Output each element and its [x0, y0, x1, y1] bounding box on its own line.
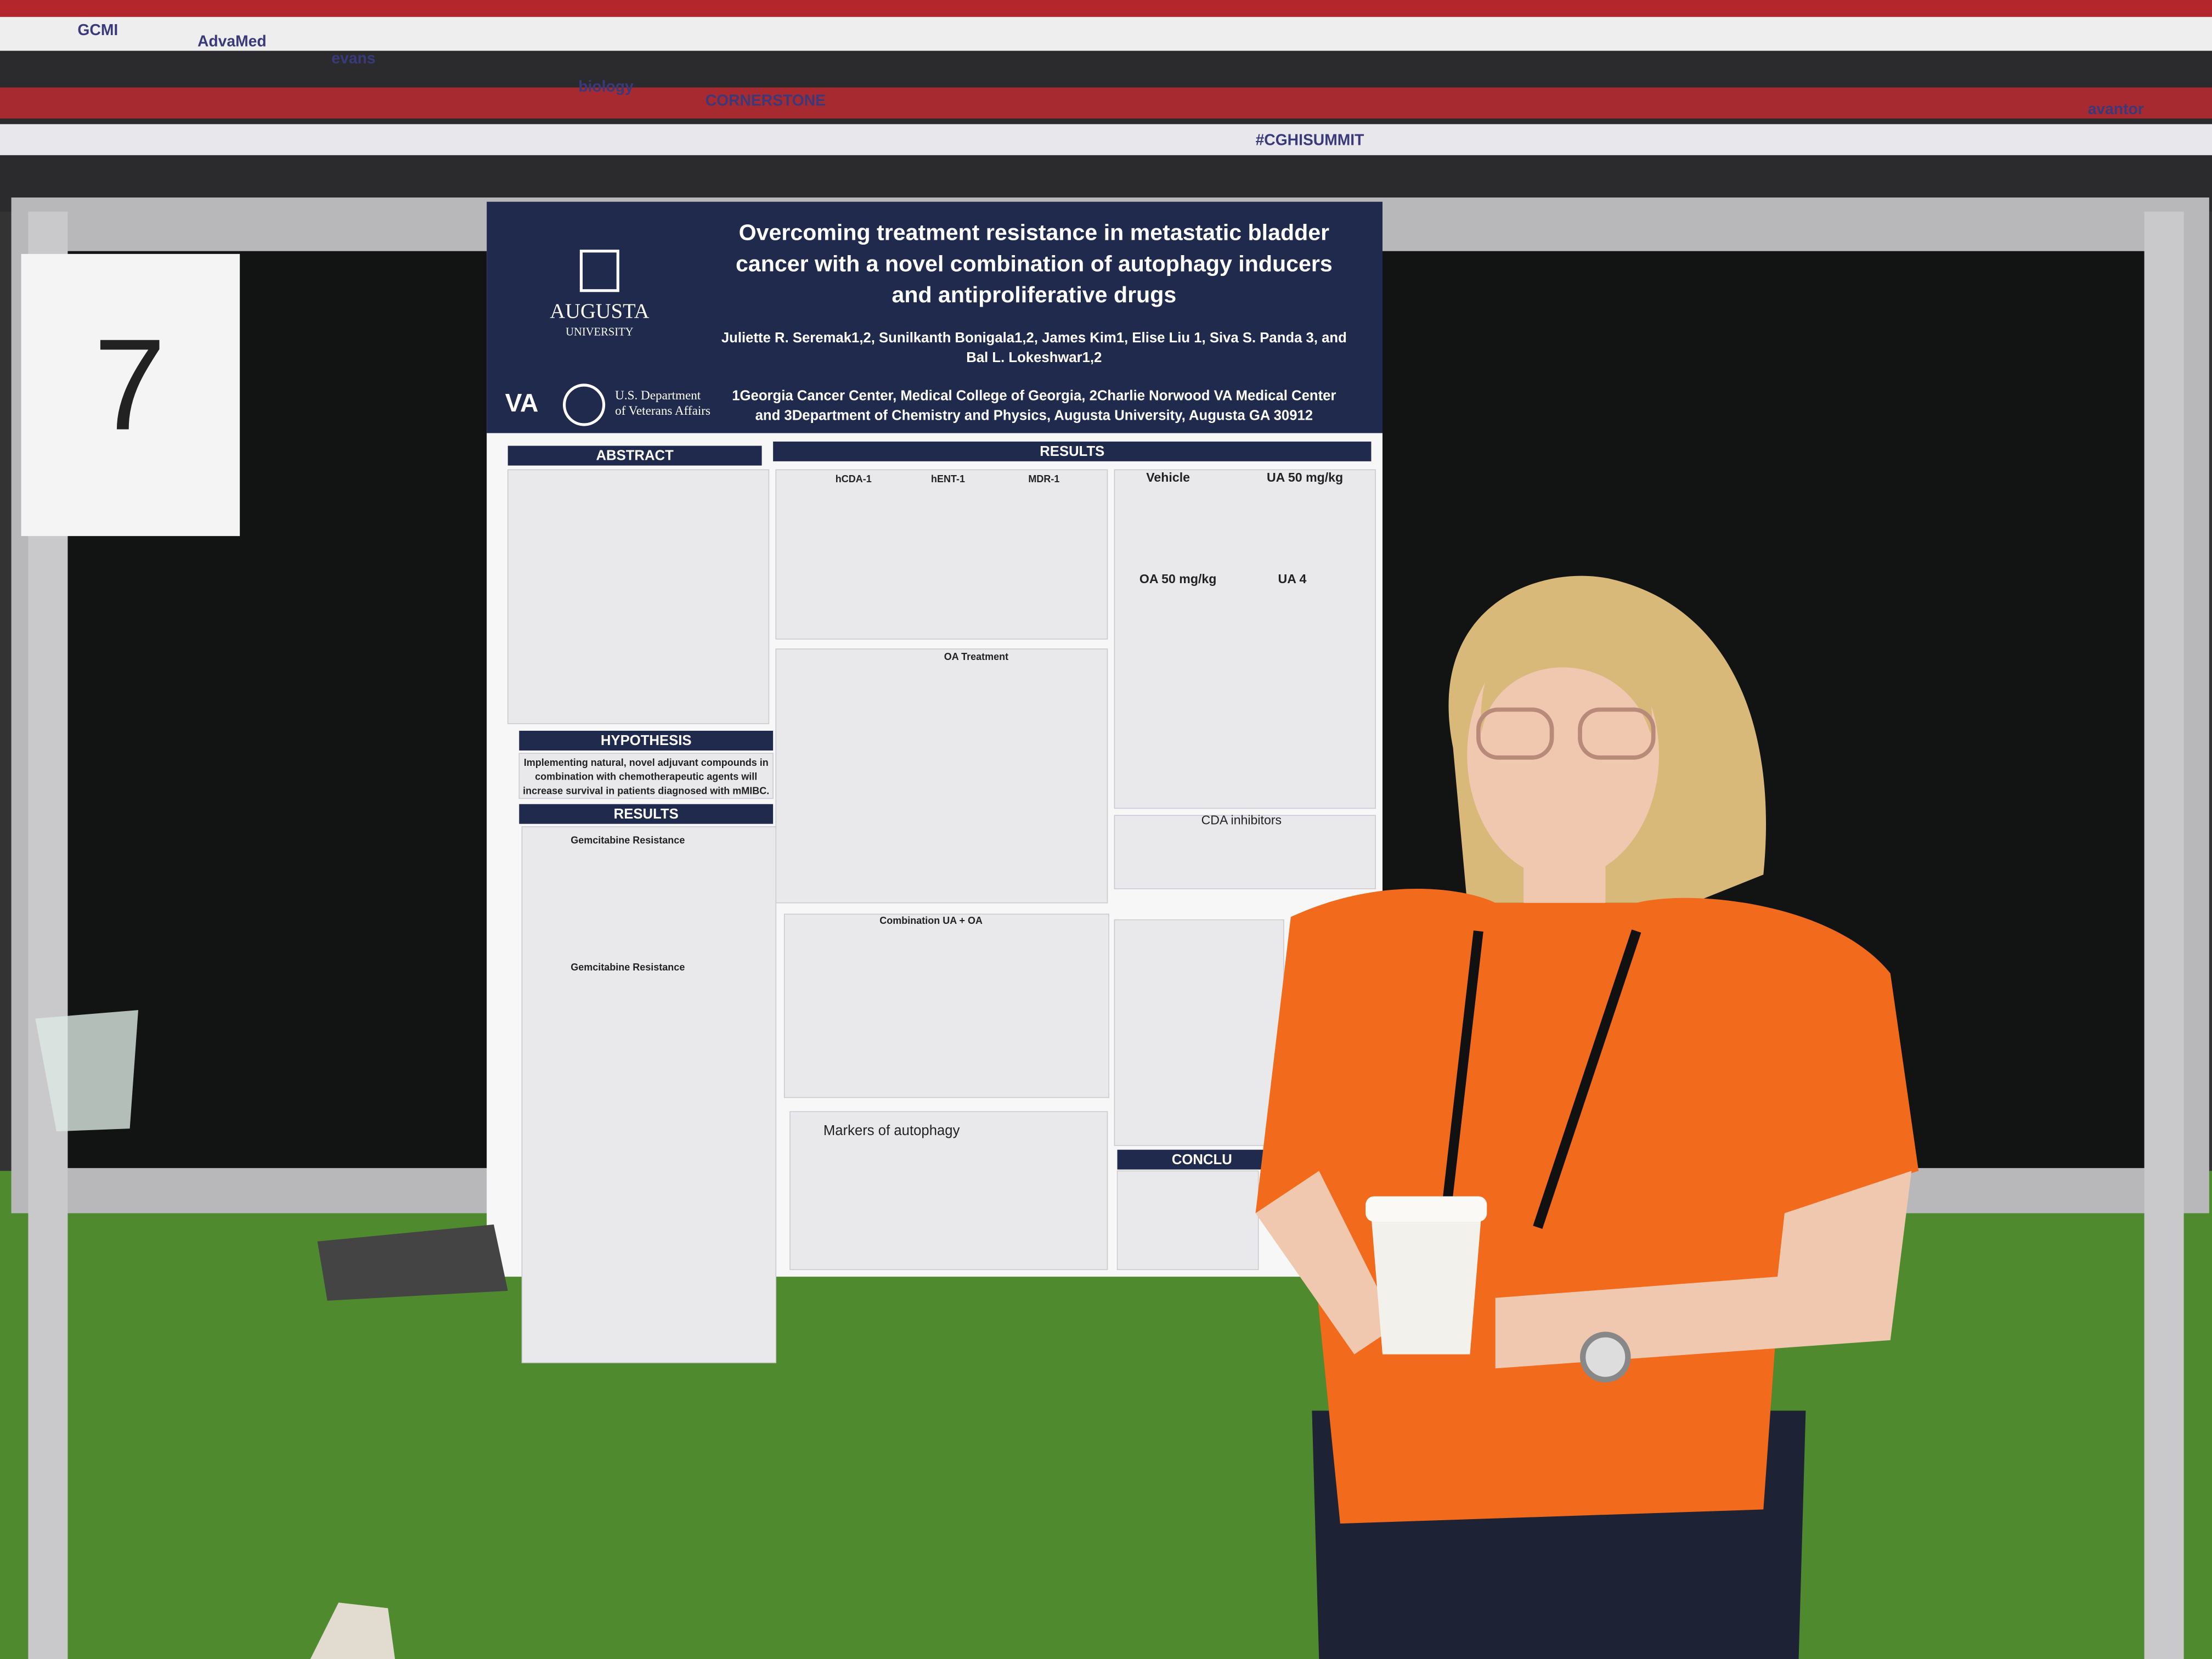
section-header-bar [1117, 1149, 1287, 1170]
banner-logo: CORNERSTONE [706, 92, 826, 109]
hypothesis-text: combination with chemotherapeutic agents… [535, 771, 757, 782]
va-seal [563, 383, 606, 426]
banner-logo: evans [331, 49, 375, 66]
poster-authors: Bal L. Lokeshwar1,2 [966, 350, 1102, 365]
bag [317, 1224, 508, 1301]
arm [1255, 1171, 1397, 1355]
face [1467, 630, 1659, 879]
figure-panel [783, 913, 1109, 1098]
university-name: AUGUSTA [550, 300, 649, 323]
poster-affiliation: and 3Department of Chemistry and Physics… [755, 408, 1313, 423]
va-logo: VA [505, 388, 539, 417]
banner-logo: biology [578, 77, 634, 95]
hypothesis-text: Implementing natural, novel adjuvant com… [524, 757, 769, 768]
figure-label: Vehicle [1146, 470, 1190, 484]
lanyard [1441, 929, 1641, 1229]
section-header: ABSTRACT [596, 448, 674, 464]
figure-label: UA 50 mg/kg [1267, 470, 1343, 484]
banner-logo: GCMI [77, 21, 118, 38]
sign-number: 7 [94, 313, 166, 458]
figure-label: Gemcitabine Resistance [571, 834, 685, 845]
figure-panel [1116, 1170, 1259, 1271]
number-sign [21, 253, 240, 537]
figure-label: OA Treatment [944, 651, 1008, 662]
figure-panel [518, 753, 774, 799]
figure-label: Gemcitabine Resistance [571, 962, 685, 973]
figure-panel [1114, 919, 1284, 1146]
figure-panel [775, 469, 1108, 640]
watch [1580, 1331, 1631, 1383]
va-name: U.S. Department [615, 388, 701, 403]
shirt [1255, 889, 1919, 1524]
banner-logo: AdvaMed [198, 32, 267, 50]
cup [310, 1602, 395, 1659]
figure-label: UA 4 [1278, 572, 1307, 586]
coffee-cup [1371, 1216, 1481, 1355]
section-header-bar [773, 441, 1372, 461]
figure-panel [1114, 815, 1376, 889]
post [2144, 211, 2184, 1659]
glasses [1578, 707, 1656, 760]
university-logo [579, 250, 619, 292]
arm [1495, 1171, 1912, 1369]
figure-label: hENT-1 [931, 473, 965, 484]
figure-label: OA 50 mg/kg [1139, 572, 1217, 586]
figure-label: hCDA-1 [836, 473, 872, 484]
section-header: HYPOTHESIS [601, 733, 692, 748]
figure-label: Combination UA + OA [879, 915, 983, 926]
poster-affiliation: 1Georgia Cancer Center, Medical College … [732, 388, 1336, 403]
section-header: RESULTS [614, 806, 679, 822]
poster-header [487, 201, 1383, 433]
university-name: UNIVERSITY [566, 326, 634, 338]
banner-logo: avantor [2088, 100, 2144, 117]
poster-title: cancer with a novel combination of autop… [736, 251, 1333, 276]
figure-panel [521, 826, 777, 1363]
banner-logo: #CGHISUMMIT [1256, 131, 1364, 149]
section-header-bar [507, 445, 762, 466]
stadium-seats [0, 87, 2212, 119]
figure-panel [775, 648, 1108, 904]
section-header: RESULTS [1040, 444, 1104, 459]
section-header-bar [519, 804, 774, 824]
section-header-bar [519, 731, 774, 751]
figure-panel [1114, 469, 1376, 809]
va-name: of Veterans Affairs [615, 404, 710, 418]
glasses [1476, 707, 1554, 760]
figure-panel [507, 469, 770, 724]
section-header: CONCLU [1172, 1152, 1232, 1167]
poster-title: Overcoming treatment resistance in metas… [739, 220, 1329, 245]
figure-label: MDR-1 [1028, 473, 1059, 484]
cup-lid [1365, 1196, 1487, 1222]
figure-panel [789, 1111, 1108, 1271]
figure-heading: CDA inhibitors [1201, 813, 1282, 827]
ad-banner [0, 16, 2212, 51]
ad-banner [0, 124, 2212, 155]
poster-authors: Juliette R. Seremak1,2, Sunilkanth Bonig… [721, 330, 1347, 346]
hair [1481, 623, 1652, 734]
figure-heading: Markers of autophagy [823, 1123, 960, 1138]
plastic-cup [35, 1010, 139, 1132]
hypothesis-text: increase survival in patients diagnosed … [523, 785, 769, 796]
poster-title: and antiproliferative drugs [891, 282, 1176, 307]
